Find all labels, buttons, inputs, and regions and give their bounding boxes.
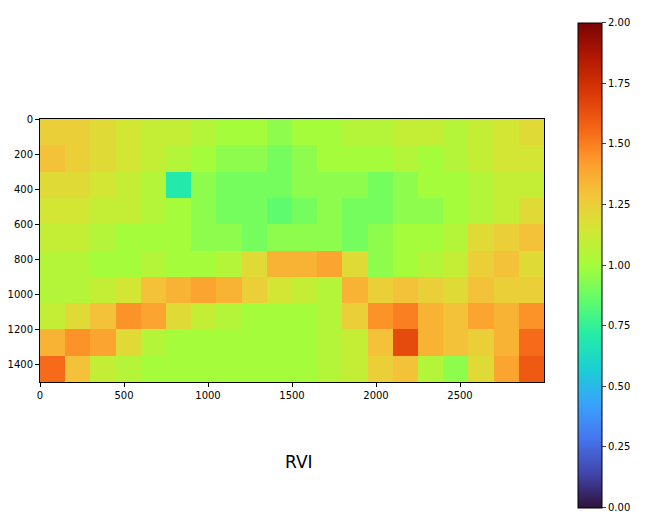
svg-text:1200: 1200 — [8, 324, 33, 335]
svg-text:0.25: 0.25 — [608, 441, 630, 452]
svg-text:1000: 1000 — [8, 289, 33, 300]
svg-text:1000: 1000 — [195, 390, 220, 401]
svg-text:400: 400 — [14, 184, 33, 195]
svg-text:RVI: RVI — [285, 452, 313, 472]
svg-text:2500: 2500 — [447, 390, 472, 401]
svg-text:200: 200 — [14, 149, 33, 160]
svg-text:2000: 2000 — [363, 390, 388, 401]
svg-text:1.50: 1.50 — [608, 138, 630, 149]
svg-text:800: 800 — [14, 254, 33, 265]
svg-text:1500: 1500 — [279, 390, 304, 401]
svg-text:2.00: 2.00 — [608, 17, 630, 28]
svg-text:1400: 1400 — [8, 359, 33, 370]
svg-text:0.75: 0.75 — [608, 320, 630, 331]
svg-text:1.25: 1.25 — [608, 199, 630, 210]
svg-text:0: 0 — [27, 114, 33, 125]
svg-text:1.00: 1.00 — [608, 260, 630, 271]
svg-text:1.75: 1.75 — [608, 78, 630, 89]
svg-text:0.50: 0.50 — [608, 381, 630, 392]
svg-text:600: 600 — [14, 219, 33, 230]
svg-text:0.00: 0.00 — [608, 502, 630, 513]
svg-text:0: 0 — [37, 390, 43, 401]
svg-text:500: 500 — [114, 390, 133, 401]
